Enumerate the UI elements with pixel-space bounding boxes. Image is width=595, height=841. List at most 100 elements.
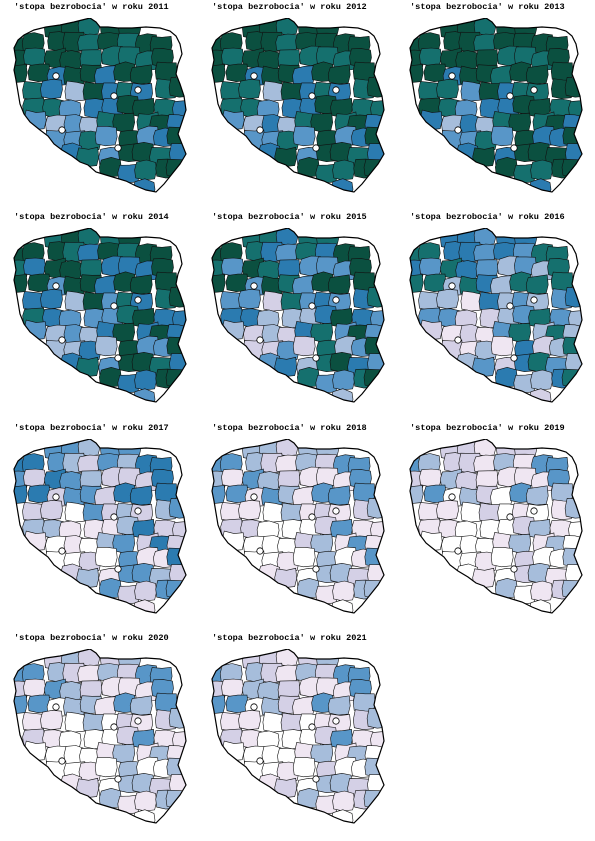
county-region (528, 388, 552, 402)
county-region (129, 64, 153, 85)
county-region (134, 159, 157, 181)
county-region (94, 126, 118, 147)
county-region (134, 580, 157, 602)
county-region (40, 709, 63, 731)
city-region (530, 86, 538, 94)
city-region (454, 547, 462, 555)
county-region (436, 78, 459, 100)
county-region (525, 274, 549, 295)
map-panel-2020: 'stopa bezrobocia' w roku 2020 (10, 633, 195, 833)
county-region (275, 243, 299, 263)
county-region (292, 757, 316, 778)
county-region (332, 369, 355, 391)
map-title: 'stopa bezrobocia' w roku 2012 (212, 2, 367, 12)
county-region (64, 290, 88, 312)
county-region (364, 126, 384, 147)
county-region (225, 273, 249, 293)
county-region (77, 243, 101, 263)
county-region (27, 273, 51, 293)
county-region (168, 287, 186, 308)
county-region (419, 257, 442, 277)
county-region (366, 77, 384, 98)
city-region (110, 513, 118, 521)
city-region (134, 86, 142, 94)
county-region (490, 126, 514, 147)
poland-map (13, 649, 187, 824)
county-region (528, 178, 552, 192)
county-region (14, 274, 28, 293)
country-border (13, 228, 187, 403)
county-region (172, 310, 186, 329)
county-region (274, 777, 298, 798)
county-region (460, 501, 484, 523)
county-region (472, 146, 496, 167)
map-panel-2013: 'stopa bezrobocia' w roku 2013 (406, 2, 591, 202)
county-region (366, 287, 384, 308)
county-region (221, 468, 244, 488)
county-region (530, 580, 553, 602)
county-region (27, 63, 51, 83)
county-region (330, 178, 354, 192)
county-region (423, 63, 447, 83)
county-region (94, 757, 118, 778)
county-region (330, 599, 354, 613)
county-region (410, 274, 424, 293)
county-region (14, 695, 28, 714)
county-region (94, 336, 118, 357)
county-region (568, 521, 582, 540)
map-panel-2014: 'stopa bezrobocia' w roku 2014 (10, 212, 195, 412)
county-region (370, 521, 384, 540)
city-region (250, 282, 258, 290)
county-region (172, 521, 186, 540)
poland-map (13, 18, 187, 193)
county-region (436, 288, 459, 310)
county-region (364, 336, 384, 357)
county-region (129, 695, 153, 716)
county-region (410, 485, 424, 504)
map-panel-2015: 'stopa bezrobocia' w roku 2015 (208, 212, 393, 412)
county-region (564, 77, 582, 98)
county-region (238, 709, 261, 731)
county-region (14, 64, 28, 83)
county-region (132, 809, 156, 823)
county-region (23, 678, 46, 698)
city-region (134, 507, 142, 515)
county-region (364, 547, 384, 568)
county-region (168, 77, 186, 98)
county-region (40, 288, 63, 310)
map-title: 'stopa bezrobocia' w roku 2017 (14, 423, 169, 433)
map-title: 'stopa bezrobocia' w roku 2011 (14, 2, 169, 12)
county-region (530, 369, 553, 391)
county-region (166, 336, 186, 357)
county-region (77, 33, 101, 53)
county-region (262, 80, 286, 102)
county-region (528, 599, 552, 613)
city-region (506, 302, 514, 310)
country-border (211, 18, 385, 193)
county-region (419, 47, 442, 67)
county-region (129, 274, 153, 295)
county-region (410, 64, 424, 83)
county-region (364, 757, 384, 778)
county-region (76, 146, 100, 167)
county-region (134, 369, 157, 391)
county-region (472, 567, 496, 588)
county-region (460, 290, 484, 312)
map-panel-2011: 'stopa bezrobocia' w roku 2011 (10, 2, 195, 202)
county-region (472, 356, 496, 377)
map-title: 'stopa bezrobocia' w roku 2019 (410, 423, 565, 433)
county-region (490, 547, 514, 568)
city-region (506, 513, 514, 521)
county-region (221, 47, 244, 67)
county-region (419, 468, 442, 488)
map-panel-2017: 'stopa bezrobocia' w roku 2017 (10, 423, 195, 623)
county-region (274, 567, 298, 588)
county-region (274, 146, 298, 167)
county-region (166, 126, 186, 147)
city-region (58, 336, 66, 344)
city-region (256, 757, 264, 765)
city-region (312, 354, 320, 362)
county-region (262, 501, 286, 523)
county-region (473, 243, 497, 263)
city-region (250, 703, 258, 711)
